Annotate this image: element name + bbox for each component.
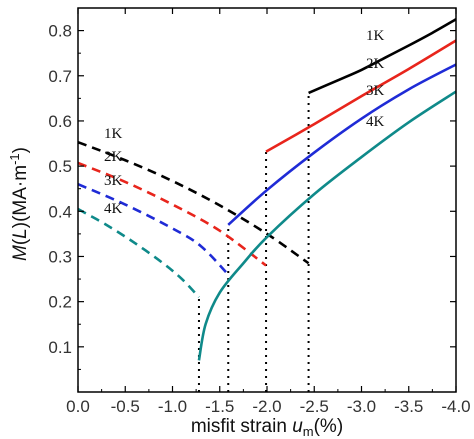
- series-label-3K-low: 3K: [104, 173, 123, 189]
- critical-strain-guides: [197, 92, 310, 392]
- y-tick-label: 0.3: [48, 247, 72, 266]
- x-tick-label: -1.5: [205, 397, 234, 416]
- x-tick-label: -3.0: [347, 397, 376, 416]
- labels: misfit strain um(%) M(L)(MA·m-1) 0.0 -0.5…: [7, 22, 471, 439]
- x-tick-label: -4.0: [441, 397, 470, 416]
- y-tick-label: 0.1: [48, 338, 72, 357]
- series-3K-dashed-line: [77, 182, 230, 276]
- y-tick-label: 0.8: [48, 22, 72, 41]
- series-4K-solid-line: [197, 90, 457, 361]
- y-tick-label: 0.2: [48, 293, 72, 312]
- x-tick-label: 0.0: [66, 397, 90, 416]
- series-2K-dashed-line: [77, 161, 267, 267]
- series-label-1K-high: 1K: [366, 28, 385, 44]
- series-4K-dashed-line: [77, 207, 200, 299]
- x-tick-label: -3.5: [394, 397, 423, 416]
- y-tick-label: 0.7: [48, 67, 72, 86]
- series-label-3K-high: 3K: [366, 83, 385, 99]
- y-tick-label: 0.4: [48, 202, 72, 221]
- x-tick-label: -0.5: [111, 397, 140, 416]
- series-1K-dashed-line: [77, 140, 310, 265]
- y-tick-label: 0.6: [48, 112, 72, 131]
- series-2K-solid-line: [265, 39, 457, 153]
- series-label-2K-low: 2K: [104, 149, 123, 165]
- y-tick-label: 0.5: [48, 157, 72, 176]
- plot-lines: [77, 18, 457, 361]
- series-label-1K-low: 1K: [104, 126, 123, 142]
- series-3K-solid-line: [227, 63, 457, 226]
- x-axis-title: misfit strain um(%): [191, 416, 343, 439]
- series-label-2K-high: 2K: [366, 56, 385, 72]
- x-tick-label: -2.0: [252, 397, 281, 416]
- series-label-4K-high: 4K: [366, 114, 385, 130]
- x-tick-label: -2.5: [300, 397, 329, 416]
- y-axis-title: M(L)(MA·m-1): [7, 147, 31, 261]
- x-tick-label: -1.0: [158, 397, 187, 416]
- axes: [77, 7, 457, 392]
- series-label-4K-low: 4K: [104, 201, 123, 217]
- series-1K-solid-line: [308, 18, 457, 95]
